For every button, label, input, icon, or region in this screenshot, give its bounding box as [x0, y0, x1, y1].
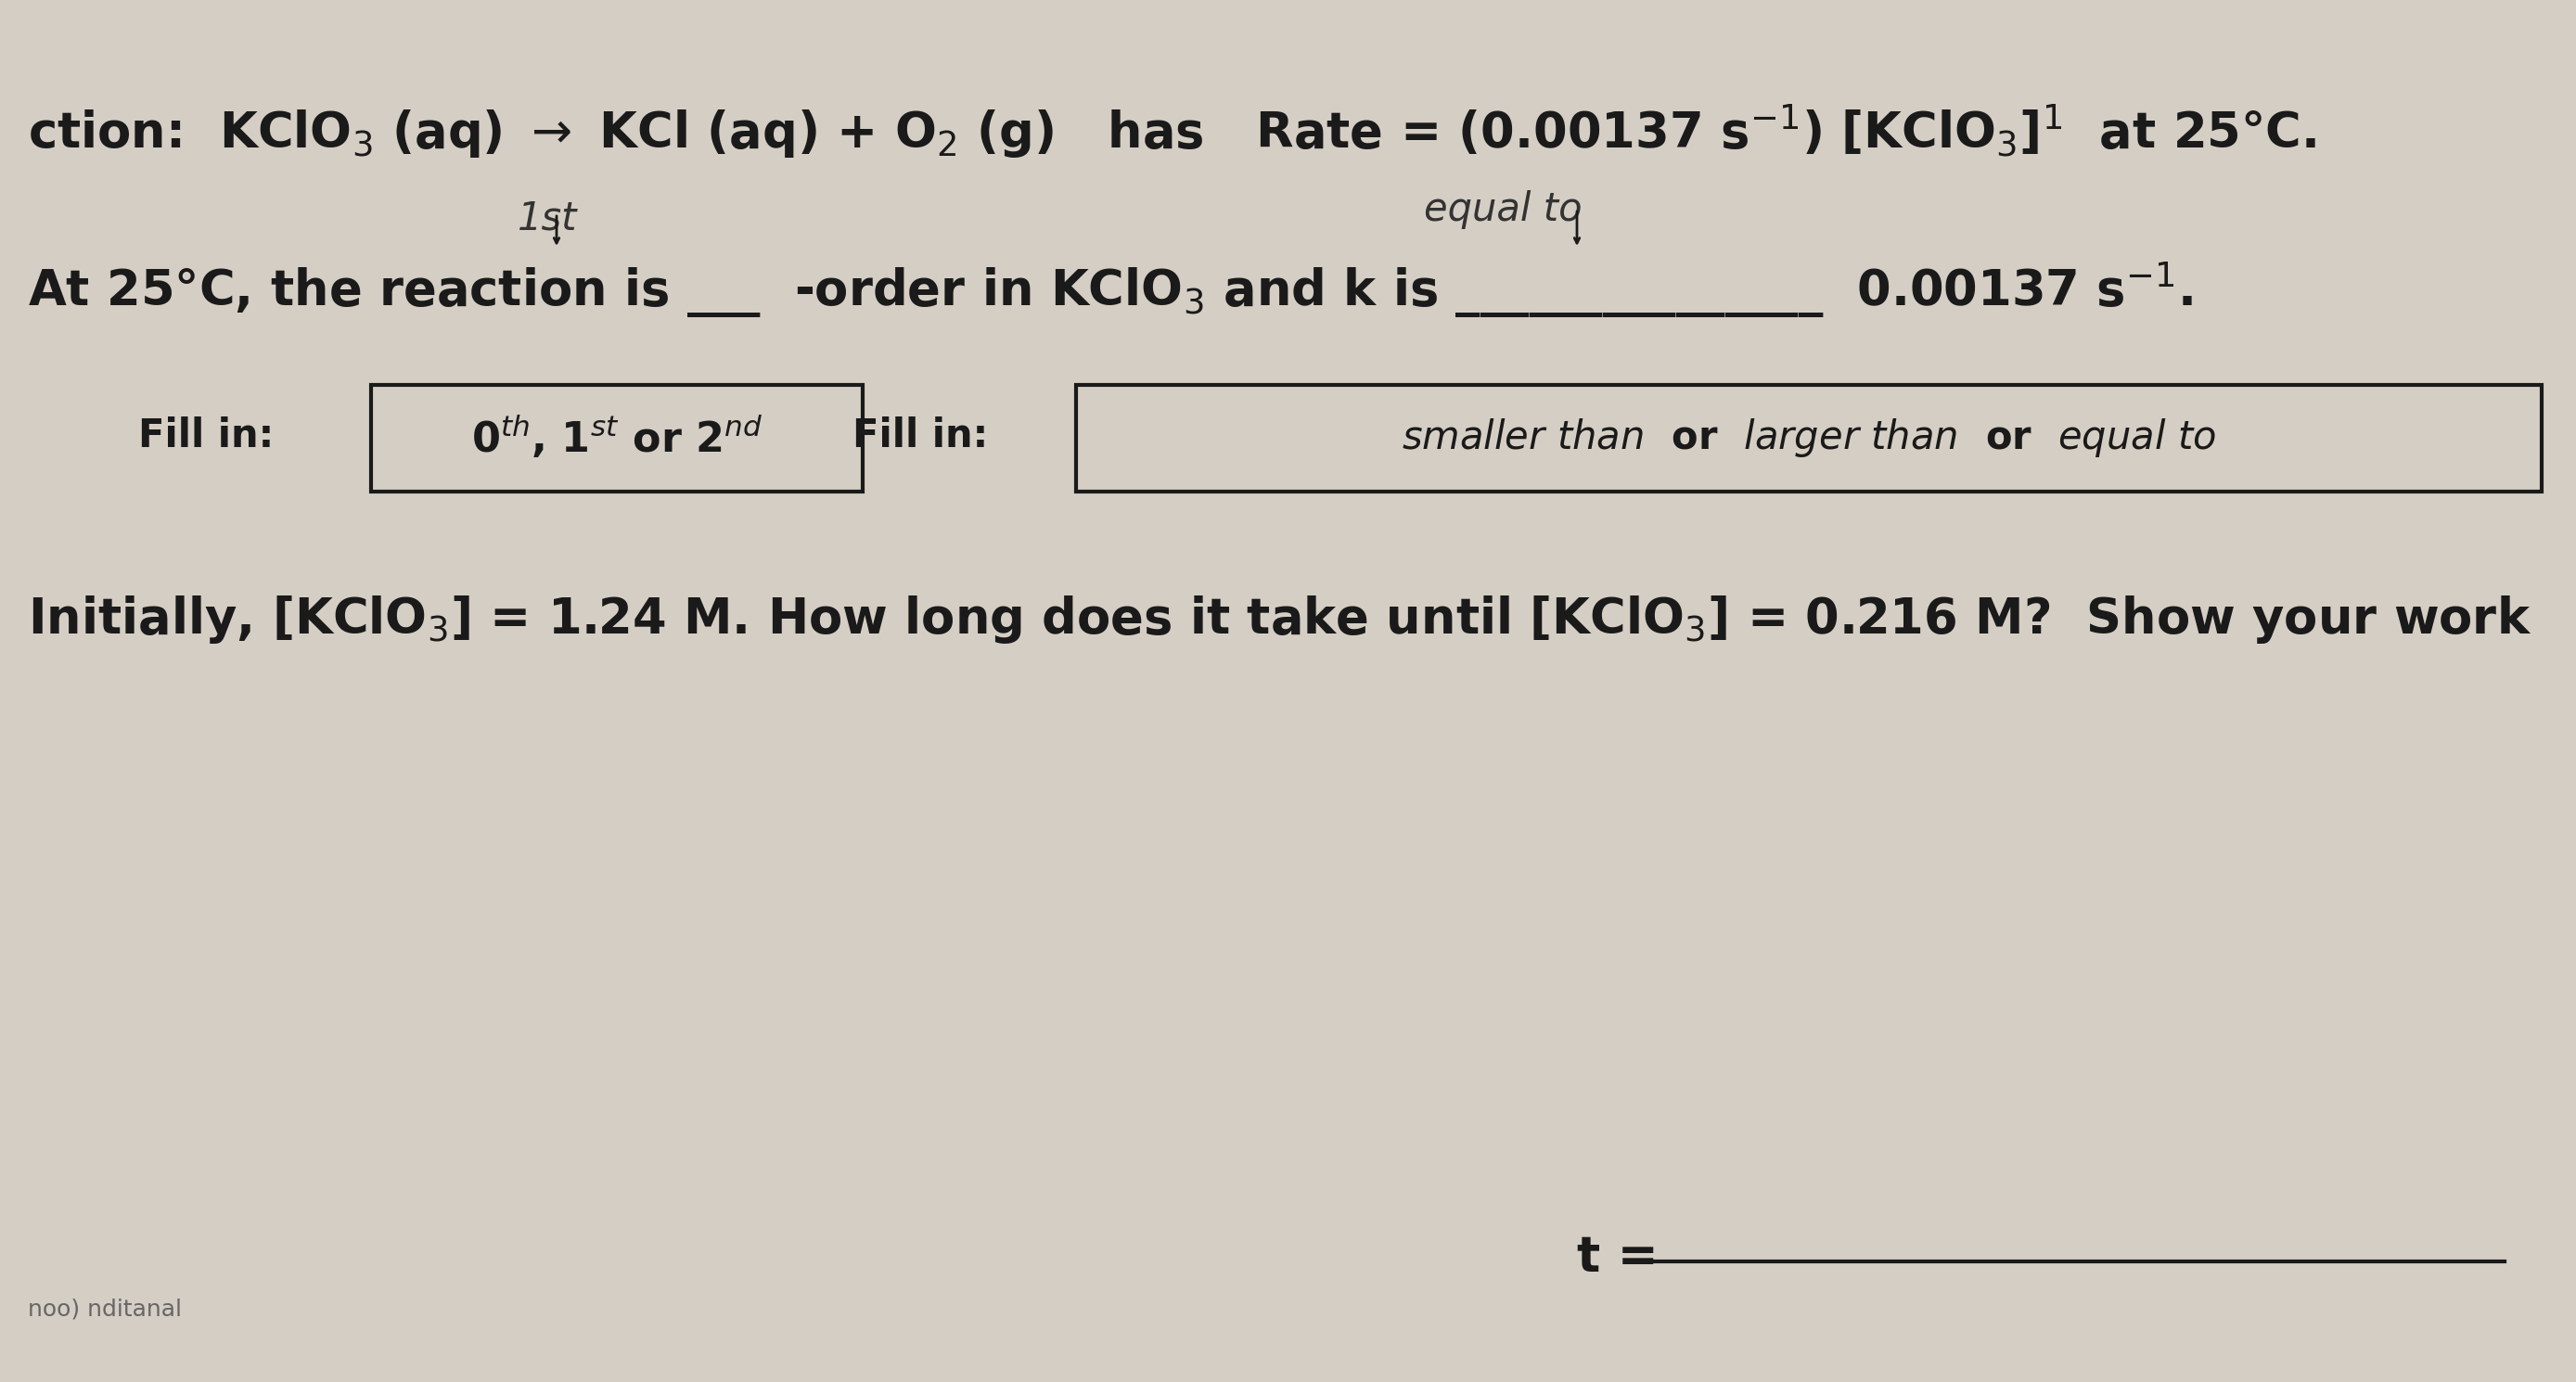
Text: Initially, [KClO$_3$] = 1.24 M. How long does it take until [KClO$_3$] = 0.216 M: Initially, [KClO$_3$] = 1.24 M. How long… — [28, 594, 2532, 645]
Text: $\it{smaller\ than}$  or  $\it{larger\ than}$  or  $\it{equal\ to}$: $\it{smaller\ than}$ or $\it{larger\ tha… — [1401, 416, 2215, 459]
Text: At 25°C, the reaction is ___  -order in KClO$_3$ and k is _______________  0.001: At 25°C, the reaction is ___ -order in K… — [28, 260, 2192, 319]
Text: noo) nditanal: noo) nditanal — [28, 1299, 183, 1321]
Text: t =: t = — [1577, 1234, 1674, 1282]
Text: Fill in:: Fill in: — [139, 416, 273, 456]
Text: 1st: 1st — [518, 199, 577, 238]
Text: ction:  KClO$_3$ (aq) $\rightarrow$ KCl (aq) + O$_2$ (g)   has   Rate = (0.00137: ction: KClO$_3$ (aq) $\rightarrow$ KCl (… — [28, 102, 2316, 160]
Bar — [371, 386, 863, 492]
Bar — [1077, 386, 2543, 492]
Text: 0$^{th}$, 1$^{st}$ or 2$^{nd}$: 0$^{th}$, 1$^{st}$ or 2$^{nd}$ — [471, 415, 762, 462]
Text: equal to: equal to — [1425, 191, 1582, 229]
Text: Fill in:: Fill in: — [853, 416, 989, 456]
